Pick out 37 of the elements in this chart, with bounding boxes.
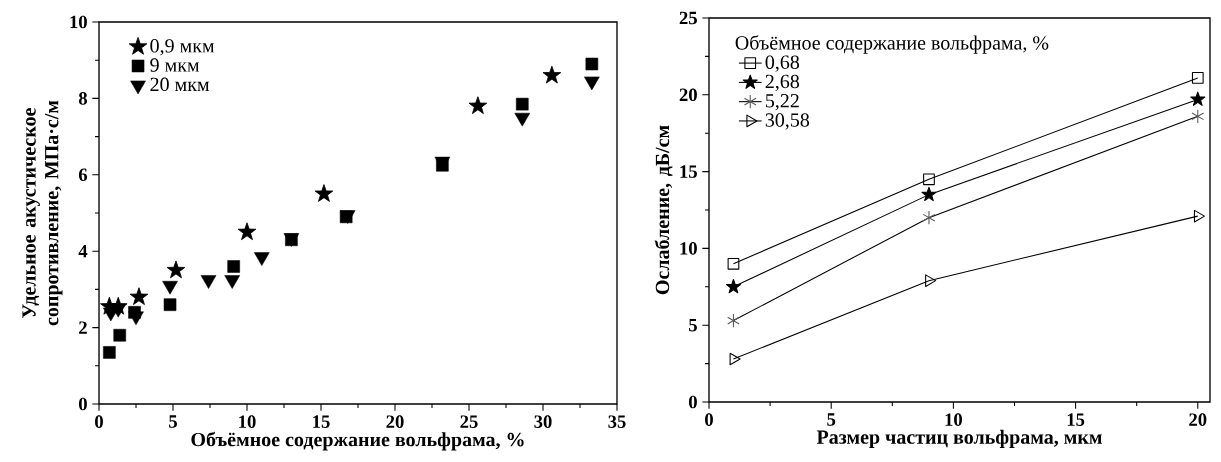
x-tick-label: 20: [386, 415, 404, 428]
legend-label: 20 мкм: [150, 77, 210, 92]
y-tick-label: 15: [680, 165, 697, 178]
x-tick-label: 20: [1189, 413, 1207, 426]
legend-label: 2,68: [765, 74, 800, 92]
legend-label: 30,58: [765, 113, 810, 130]
y-tick-label: 6: [78, 168, 88, 182]
y-tick-label: 20: [679, 88, 697, 102]
y-tick-label: 10: [70, 15, 87, 29]
x-tick-label: 15: [313, 415, 330, 428]
x-tick-label: 10: [239, 415, 256, 428]
y-tick-label: 0: [689, 395, 697, 409]
legend-title: Объёмное содержание вольфрама, %: [735, 35, 1049, 54]
legend-label: 9 мкм: [150, 58, 200, 72]
x-tick-label: 0: [95, 415, 103, 428]
x-tick-label: 0: [705, 413, 713, 426]
y-tick-label: 2: [79, 321, 87, 334]
x-tick-label: 30: [534, 415, 552, 428]
x-tick-label: 25: [460, 415, 478, 428]
x-tick-label: 5: [827, 413, 836, 426]
x-tick-label: 10: [945, 413, 963, 426]
x-axis-title: Размер частиц вольфрама, мкм: [816, 429, 1102, 448]
x-tick-label: 15: [1067, 413, 1085, 426]
y-tick-label: 4: [78, 245, 88, 258]
legend-label: 0,9 мкм: [150, 39, 215, 56]
y-axis-title: Ослабление, дБ/см: [654, 125, 673, 295]
y-tick-label: 8: [78, 92, 88, 105]
y-axis-title: Удельное акустическое сопротивление, МПа·с/м: [22, 100, 63, 326]
y-tick-label: 10: [680, 242, 697, 255]
y-tick-label: 0: [79, 397, 87, 411]
x-axis-title: Объёмное содержание вольфрама, %: [191, 431, 524, 451]
y-tick-label: 25: [679, 11, 697, 25]
x-tick-label: 5: [169, 415, 177, 428]
y-tick-label: 5: [689, 318, 697, 332]
legend-label: 0,68: [765, 55, 800, 72]
legend-label: 5,22: [765, 94, 799, 111]
x-tick-label: 35: [608, 415, 626, 428]
